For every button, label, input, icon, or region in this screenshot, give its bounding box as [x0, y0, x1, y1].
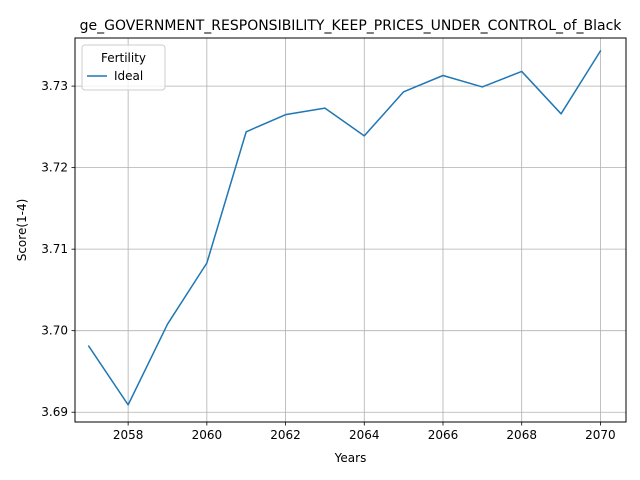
- x-tick-label: 2058: [113, 428, 144, 442]
- y-tick-label: 3.73: [41, 79, 68, 93]
- series-layer: [87, 50, 602, 406]
- legend-label-ideal: Ideal: [114, 69, 143, 83]
- axis-ticks: 2058 2060 2062 2064 2066 2068 2070 3.69 3.70 3.71…: [41, 79, 615, 442]
- y-tick-label: 3.71: [41, 242, 68, 256]
- x-axis-label: Years: [334, 451, 367, 465]
- legend-box: [81, 44, 166, 91]
- series-line-ideal: [87, 50, 602, 406]
- plot-frame: [74, 37, 627, 423]
- x-tick-label: 2066: [428, 428, 459, 442]
- x-tick-label: 2068: [506, 428, 537, 442]
- legend: Fertility Ideal: [81, 44, 166, 91]
- x-tick-label: 2064: [349, 428, 380, 442]
- y-tick-label: 3.69: [41, 405, 68, 419]
- grid: [75, 38, 626, 422]
- x-tick-label: 2062: [270, 428, 301, 442]
- y-tick-label: 3.72: [41, 161, 68, 175]
- y-tick-label: 3.70: [41, 324, 68, 338]
- x-tick-label: 2070: [585, 428, 616, 442]
- x-tick-label: 2060: [192, 428, 223, 442]
- legend-title: Fertility: [101, 51, 146, 65]
- y-axis-label: Score(1-4): [15, 199, 29, 262]
- chart-title: ge_GOVERNMENT_RESPONSIBILITY_KEEP_PRICES…: [80, 18, 623, 34]
